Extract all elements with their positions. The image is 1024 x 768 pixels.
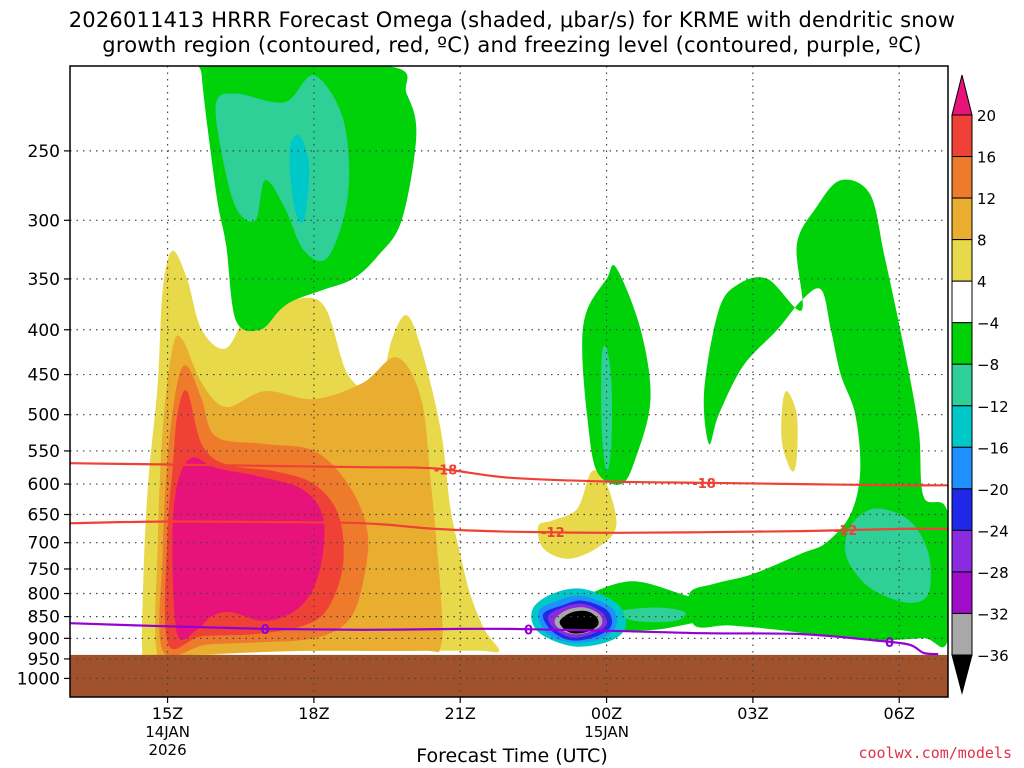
x-axis-title: Forecast Time (UTC) bbox=[416, 745, 608, 767]
colorbar-box bbox=[951, 197, 973, 241]
y-tick-label: 550 bbox=[28, 442, 60, 462]
y-tick-label: 250 bbox=[28, 142, 60, 162]
y-tick-label: 350 bbox=[28, 270, 60, 290]
y-tick-label: 450 bbox=[28, 366, 60, 386]
omega-region-neg8 bbox=[215, 75, 350, 262]
colorbar-label: 12 bbox=[977, 190, 996, 208]
colorbar-box bbox=[951, 571, 973, 614]
colorbar-label: −20 bbox=[977, 481, 1009, 499]
colorbar-box bbox=[951, 529, 973, 573]
colorbar-label: −8 bbox=[977, 356, 999, 374]
x-tick-date-label: 2026 bbox=[148, 741, 186, 759]
colorbar-box bbox=[951, 239, 973, 282]
colorbar-box bbox=[951, 488, 973, 531]
freezing-level-label: 0 bbox=[524, 623, 533, 638]
x-tick-date-label: 14JAN bbox=[145, 723, 190, 741]
omega-region-neg12 bbox=[289, 134, 310, 223]
colorbar-box bbox=[951, 322, 973, 365]
dendritic-contour-label: -12 bbox=[834, 524, 858, 539]
colorbar-box bbox=[951, 446, 973, 490]
y-tick-label: 750 bbox=[28, 560, 60, 580]
y-tick-label: 400 bbox=[28, 321, 60, 341]
watermark-link[interactable]: coolwx.com/models bbox=[858, 744, 1012, 762]
x-tick-label: 03Z bbox=[737, 704, 768, 723]
colorbar-label: −32 bbox=[977, 605, 1009, 623]
colorbar-extend-top bbox=[951, 74, 973, 116]
y-tick-label: 900 bbox=[28, 629, 60, 649]
colorbar-label: 8 bbox=[977, 232, 987, 250]
y-tick-label: 650 bbox=[28, 506, 60, 526]
y-tick-label: 800 bbox=[28, 585, 60, 605]
freezing-level-label: 0 bbox=[261, 623, 270, 638]
y-tick-label: 300 bbox=[28, 211, 60, 231]
y-tick-label: 600 bbox=[28, 475, 60, 495]
colorbar-box bbox=[951, 114, 973, 158]
colorbar-box bbox=[951, 612, 973, 656]
ground-surface bbox=[70, 654, 948, 697]
colorbar-box bbox=[951, 405, 973, 448]
chart-title-line1: 2026011413 HRRR Forecast Omega (shaded, … bbox=[68, 8, 956, 32]
dendritic-contour-label: -18 bbox=[434, 464, 458, 479]
colorbar-label: −36 bbox=[977, 647, 1009, 665]
x-tick-label: 06Z bbox=[884, 704, 915, 723]
colorbar-box bbox=[951, 280, 973, 324]
colorbar-label: 16 bbox=[977, 149, 996, 167]
y-tick-label: 500 bbox=[28, 406, 60, 426]
omega-region-neg8 bbox=[601, 345, 612, 472]
x-tick-label: 21Z bbox=[445, 704, 476, 723]
colorbar-label: 4 bbox=[977, 273, 987, 291]
x-tick-date-label: 15JAN bbox=[584, 723, 629, 741]
y-tick-label: 1000 bbox=[17, 669, 60, 689]
omega-region-20 bbox=[172, 457, 325, 641]
y-tick-label: 700 bbox=[28, 534, 60, 554]
freezing-level-contour bbox=[70, 622, 939, 656]
freezing-level-label: 0 bbox=[885, 636, 894, 651]
colorbar-box bbox=[951, 363, 973, 407]
y-tick-label: 850 bbox=[28, 608, 60, 628]
y-tick-label: 950 bbox=[28, 650, 60, 670]
dendritic-contour-neg12 bbox=[70, 520, 948, 534]
colorbar-label: 20 bbox=[977, 107, 996, 125]
colorbar-label: −24 bbox=[977, 522, 1009, 540]
chart-title-line2: growth region (contoured, red, ºC) and f… bbox=[102, 33, 922, 57]
colorbar-label: −4 bbox=[977, 315, 999, 333]
colorbar-box bbox=[951, 156, 973, 199]
x-tick-label: 15Z bbox=[152, 704, 183, 723]
dendritic-contour-label: -12 bbox=[541, 526, 565, 541]
omega-region-neg36 bbox=[559, 610, 599, 634]
colorbar-label: −12 bbox=[977, 398, 1009, 416]
chart-title: 2026011413 HRRR Forecast Omega (shaded, … bbox=[0, 8, 1024, 58]
colorbar-label: −16 bbox=[977, 439, 1009, 457]
x-tick-label: 18Z bbox=[298, 704, 329, 723]
x-tick-label: 00Z bbox=[591, 704, 622, 723]
dendritic-contour-neg18 bbox=[70, 462, 948, 487]
colorbar-extend-bottom bbox=[951, 654, 973, 695]
plot-frame bbox=[69, 65, 949, 698]
plot-area: -18 -18 -12 -12 0 0 0 bbox=[70, 66, 948, 697]
colorbar-label: −28 bbox=[977, 564, 1009, 582]
omega-region-neg8 bbox=[615, 607, 686, 623]
dendritic-contour-label: -18 bbox=[692, 477, 716, 492]
omega-region-neg8 bbox=[844, 508, 931, 603]
